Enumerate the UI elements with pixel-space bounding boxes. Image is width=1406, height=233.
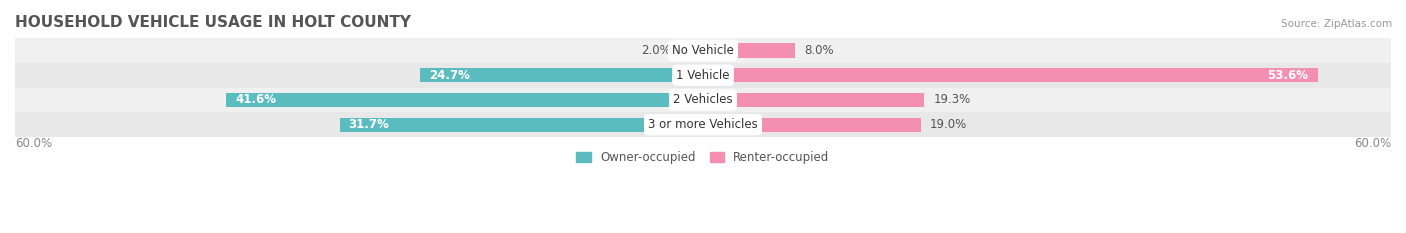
Bar <box>681 43 703 58</box>
Text: 2 Vehicles: 2 Vehicles <box>673 93 733 106</box>
Bar <box>703 43 794 58</box>
Legend: Owner-occupied, Renter-occupied: Owner-occupied, Renter-occupied <box>572 146 834 169</box>
Text: 19.0%: 19.0% <box>929 118 967 131</box>
Bar <box>339 117 703 132</box>
Bar <box>15 38 1391 63</box>
Text: 41.6%: 41.6% <box>235 93 276 106</box>
Text: 19.3%: 19.3% <box>934 93 970 106</box>
Bar <box>15 63 1391 88</box>
Bar <box>15 112 1391 137</box>
Bar <box>226 93 703 107</box>
Text: 3 or more Vehicles: 3 or more Vehicles <box>648 118 758 131</box>
Text: 2.0%: 2.0% <box>641 44 671 57</box>
Bar <box>703 93 924 107</box>
Text: HOUSEHOLD VEHICLE USAGE IN HOLT COUNTY: HOUSEHOLD VEHICLE USAGE IN HOLT COUNTY <box>15 15 411 30</box>
Bar <box>420 68 703 82</box>
Text: 60.0%: 60.0% <box>15 137 52 150</box>
Bar <box>703 117 921 132</box>
Text: No Vehicle: No Vehicle <box>672 44 734 57</box>
Bar <box>703 68 1317 82</box>
Text: 31.7%: 31.7% <box>349 118 389 131</box>
Bar <box>15 88 1391 112</box>
Text: 53.6%: 53.6% <box>1267 69 1309 82</box>
Text: Source: ZipAtlas.com: Source: ZipAtlas.com <box>1281 19 1392 29</box>
Text: 8.0%: 8.0% <box>804 44 834 57</box>
Text: 60.0%: 60.0% <box>1354 137 1391 150</box>
Text: 1 Vehicle: 1 Vehicle <box>676 69 730 82</box>
Text: 24.7%: 24.7% <box>429 69 470 82</box>
